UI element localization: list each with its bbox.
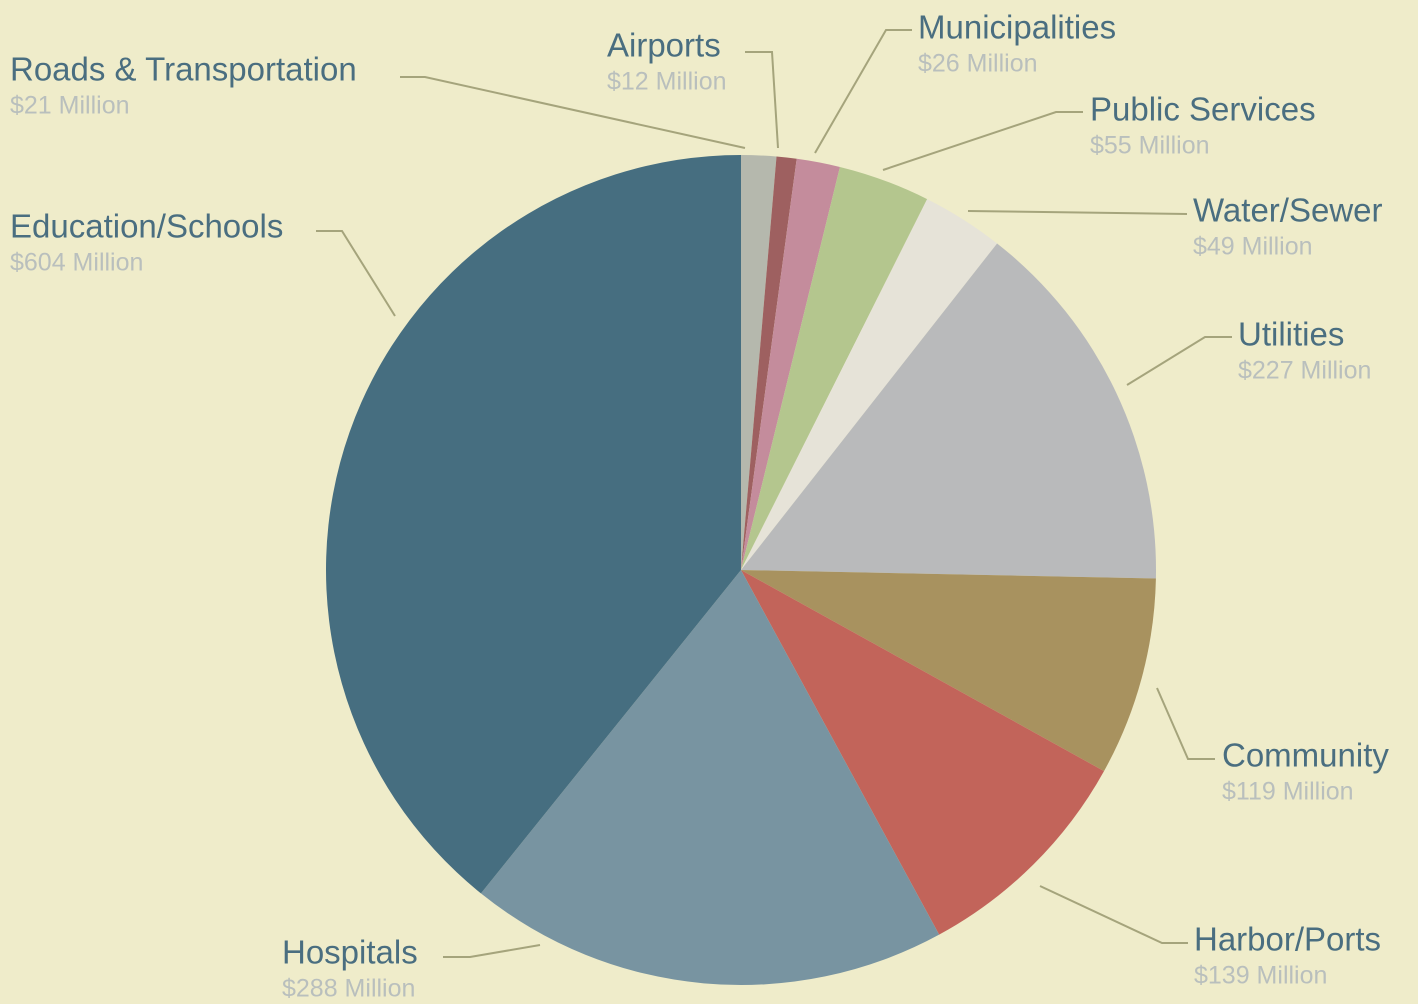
pie-slice [741, 155, 777, 570]
pie-slice [741, 158, 840, 570]
leader-line [1039, 885, 1188, 944]
value-label: $288 Million [282, 975, 415, 1003]
leader-line [1126, 336, 1232, 386]
pie-slice [480, 570, 940, 986]
pie-slice [741, 570, 1105, 935]
value-label: $139 Million [1194, 962, 1327, 990]
leader-line [814, 29, 912, 154]
slice-label: Water/Sewer [1193, 192, 1383, 229]
pie-slice [741, 199, 998, 570]
slice-label: Education/Schools [10, 208, 283, 245]
slice-label: Roads & Transportation [10, 51, 357, 88]
slice-label: Utilities [1238, 316, 1344, 353]
slice-label: Community [1222, 737, 1389, 774]
slice-label: Hospitals [282, 934, 418, 971]
leader-line [443, 944, 541, 958]
pie-slice [741, 243, 1156, 579]
value-label: $49 Million [1193, 233, 1313, 261]
value-label: $119 Million [1222, 778, 1354, 806]
pie-slice [741, 570, 1156, 772]
pie-slice [741, 166, 928, 570]
value-label: $227 Million [1238, 357, 1371, 385]
leader-line [316, 230, 396, 317]
value-label: $604 Million [10, 249, 143, 277]
leader-line [1156, 687, 1215, 760]
slice-label: Municipalities [918, 9, 1116, 46]
leader-line [882, 111, 1083, 171]
pie-slice [325, 155, 741, 894]
value-label: $12 Million [607, 68, 727, 96]
slice-label: Harbor/Ports [1194, 921, 1381, 958]
slice-label: Airports [607, 27, 721, 64]
leader-line [745, 51, 779, 149]
slice-label: Public Services [1090, 91, 1316, 128]
value-label: $55 Million [1090, 132, 1210, 160]
leader-line [967, 210, 1188, 215]
leader-line [400, 76, 746, 149]
pie-slice [741, 156, 797, 570]
value-label: $21 Million [10, 92, 130, 120]
value-label: $26 Million [918, 50, 1038, 78]
